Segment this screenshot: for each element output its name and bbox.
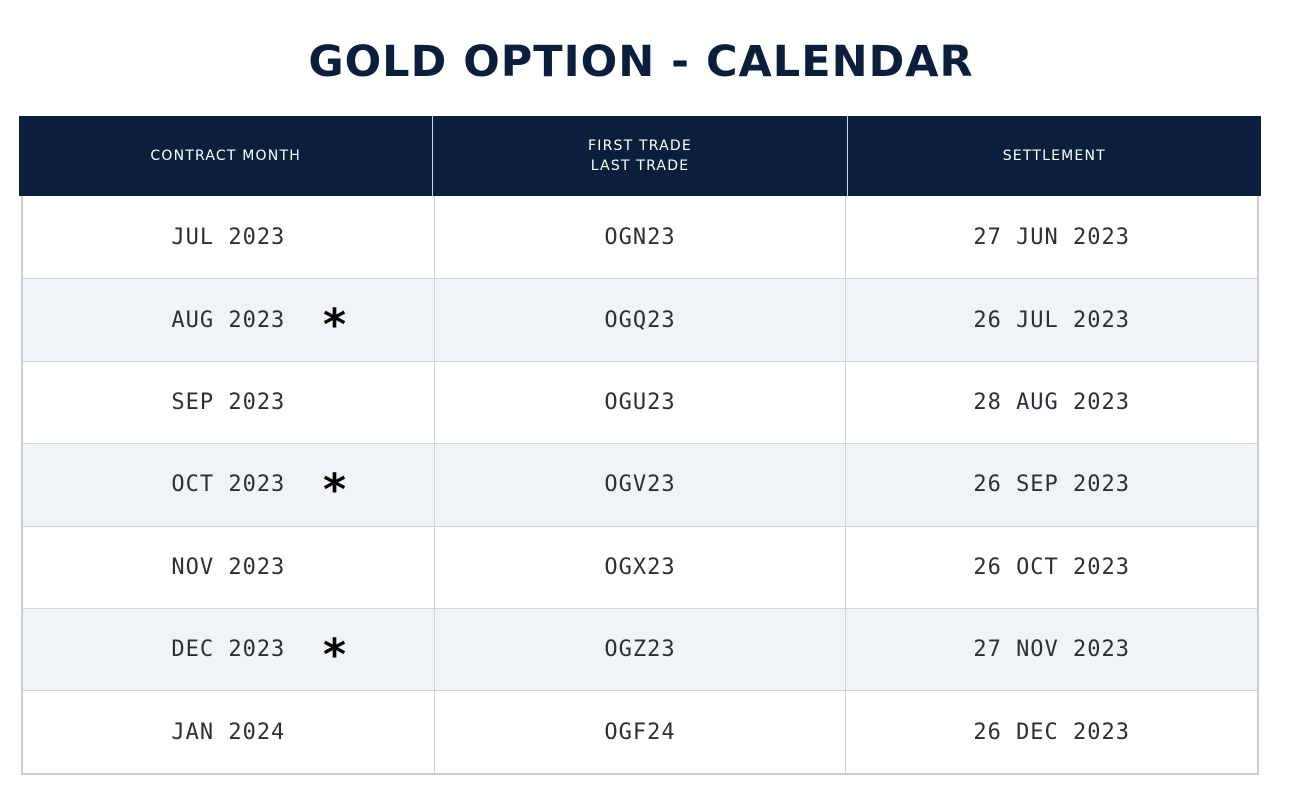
table-body: JUL 2023 OGN23 27 JUN 2023 AUG 2023 * OG…: [21, 196, 1259, 775]
contract-month-value: JUL 2023: [171, 224, 286, 250]
calendar-table: CONTRACT MONTH FIRST TRADE LAST TRADE SE…: [19, 116, 1261, 775]
trade-code-value: OGV23: [604, 472, 676, 498]
settlement-cell: 27 JUN 2023: [845, 196, 1257, 279]
settlement-cell: 26 OCT 2023: [845, 526, 1257, 608]
trade-code-cell: OGZ23: [433, 608, 846, 691]
settlement-value: 26 SEP 2023: [973, 472, 1131, 498]
trade-code-cell: OGQ23: [433, 279, 846, 361]
table-row: AUG 2023 * OGQ23 26 JUL 2023: [23, 278, 1257, 361]
trade-code-cell: OGN23: [433, 196, 846, 279]
table-row: JUL 2023 OGN23 27 JUN 2023: [23, 196, 1257, 279]
trade-code-value: OGN23: [604, 224, 676, 250]
contract-month-cell: OCT 2023 *: [23, 444, 434, 525]
settlement-cell: 26 DEC 2023: [845, 691, 1257, 773]
column-header-contract-month: CONTRACT MONTH: [19, 116, 432, 196]
column-header-settlement-label: SETTLEMENT: [1002, 148, 1106, 164]
settlement-value: 26 JUL 2023: [973, 307, 1131, 333]
trade-code-value: OGX23: [604, 554, 676, 580]
settlement-cell: 28 AUG 2023: [845, 361, 1257, 444]
table-row: JAN 2024 OGF24 26 DEC 2023: [23, 690, 1257, 773]
contract-month-cell: JAN 2024: [23, 691, 434, 772]
contract-month-value: NOV 2023: [171, 554, 286, 580]
settlement-value: 26 OCT 2023: [973, 554, 1131, 580]
trade-code-cell: OGX23: [433, 526, 846, 608]
trade-code-cell: OGF24: [433, 691, 846, 773]
trade-code-cell: OGV23: [433, 444, 846, 526]
settlement-value: 27 NOV 2023: [973, 637, 1131, 663]
contract-month-cell: NOV 2023: [23, 527, 434, 608]
contract-month-value: JAN 2024: [171, 719, 286, 745]
page-title: GOLD OPTION - CALENDAR: [308, 37, 974, 87]
table-row: DEC 2023 * OGZ23 27 NOV 2023: [23, 607, 1257, 691]
table-row: NOV 2023 OGX23 26 OCT 2023: [23, 525, 1257, 608]
contract-month-value: SEP 2023: [171, 389, 286, 415]
marker-asterisk: *: [323, 464, 348, 516]
settlement-value: 27 JUN 2023: [973, 224, 1131, 250]
contract-month-value: AUG 2023: [171, 307, 286, 333]
marker-asterisk: *: [323, 299, 348, 351]
trade-code-value: OGF24: [604, 719, 676, 745]
column-header-last-trade-label: LAST TRADE: [590, 158, 690, 174]
settlement-cell: 26 SEP 2023: [845, 444, 1257, 526]
table-row: OCT 2023 * OGV23 26 SEP 2023: [23, 443, 1257, 526]
contract-month-cell: DEC 2023 *: [23, 609, 434, 690]
settlement-cell: 27 NOV 2023: [845, 608, 1257, 691]
contract-month-cell: SEP 2023: [23, 362, 434, 443]
table-header: CONTRACT MONTH FIRST TRADE LAST TRADE SE…: [19, 116, 1261, 196]
column-header-first-last-trade: FIRST TRADE LAST TRADE: [432, 116, 846, 196]
marker-asterisk: *: [323, 628, 348, 680]
trade-code-value: OGQ23: [604, 307, 676, 333]
column-header-first-trade-label: FIRST TRADE: [588, 138, 692, 154]
contract-month-cell: AUG 2023 *: [23, 279, 434, 360]
column-header-settlement: SETTLEMENT: [846, 116, 1261, 196]
settlement-value: 28 AUG 2023: [973, 389, 1131, 415]
contract-month-value: OCT 2023: [171, 472, 286, 498]
column-header-contract-month-label: CONTRACT MONTH: [150, 148, 301, 164]
settlement-cell: 26 JUL 2023: [845, 279, 1257, 361]
table-row: SEP 2023 OGU23 28 AUG 2023: [23, 360, 1257, 444]
trade-code-value: OGZ23: [604, 637, 676, 663]
trade-code-cell: OGU23: [433, 361, 846, 444]
contract-month-value: DEC 2023: [171, 637, 286, 663]
trade-code-value: OGU23: [604, 389, 676, 415]
contract-month-cell: JUL 2023: [23, 196, 434, 278]
settlement-value: 26 DEC 2023: [973, 719, 1131, 745]
